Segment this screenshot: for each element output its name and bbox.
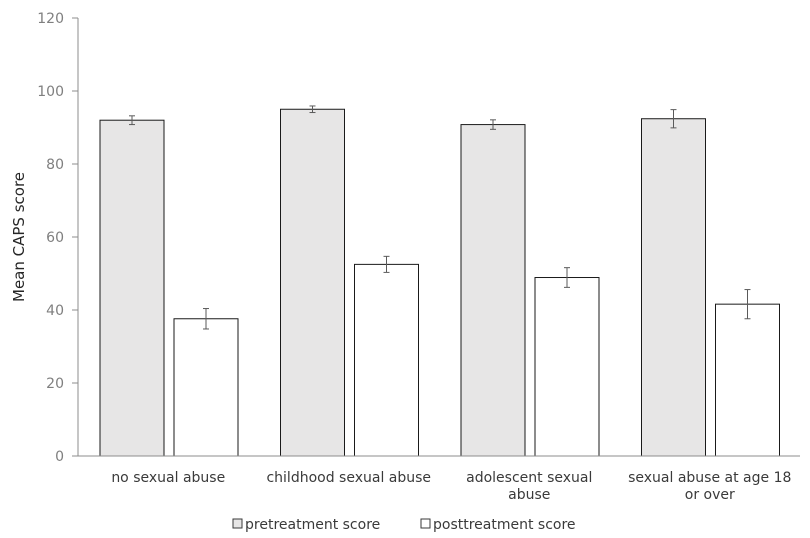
x-category-label: sexual abuse at age 18 or over xyxy=(628,470,791,503)
bar-posttreatment xyxy=(534,277,600,457)
x-category-label-line: adolescent sexual xyxy=(466,470,592,486)
legend-label-posttreatment: posttreatment score xyxy=(433,517,576,533)
bar-pretreatment xyxy=(99,119,165,457)
legend-swatch-posttreatment xyxy=(420,518,431,529)
bar-posttreatment xyxy=(715,303,780,457)
y-tick-label: 0 xyxy=(55,449,64,465)
y-tick-label: 20 xyxy=(46,376,64,392)
x-category-label-line: sexual abuse at age 18 xyxy=(628,470,791,486)
x-category-label-line: or over xyxy=(685,487,735,503)
legend-swatch-pretreatment xyxy=(232,518,243,529)
legend: pretreatment score posttreatment score xyxy=(232,517,576,533)
y-axis-label: Mean CAPS score xyxy=(10,172,28,302)
x-category-label: childhood sexual abuse xyxy=(266,470,431,486)
bar-posttreatment xyxy=(173,318,239,457)
x-category-label-line: childhood sexual abuse xyxy=(266,470,431,486)
y-tick-label: 80 xyxy=(46,157,64,173)
x-category-label-line: abuse xyxy=(508,487,550,503)
x-category-label: adolescent sexual abuse xyxy=(466,470,592,503)
y-tick-label: 120 xyxy=(37,11,64,27)
y-tick-label: 40 xyxy=(46,303,64,319)
x-category-label: no sexual abuse xyxy=(111,470,225,486)
y-axis-ticks: 0 20 40 60 80 100 120 xyxy=(37,11,78,465)
bar-pretreatment xyxy=(460,124,526,457)
bar-marks xyxy=(99,108,780,457)
legend-label-pretreatment: pretreatment score xyxy=(245,517,380,533)
bar-posttreatment xyxy=(354,263,419,457)
error-bars xyxy=(129,105,751,330)
bar-pretreatment xyxy=(280,108,345,457)
x-axis-category-labels: no sexual abuse childhood sexual abuse ado… xyxy=(111,470,791,503)
x-category-label-line: no sexual abuse xyxy=(111,470,225,486)
y-tick-label: 100 xyxy=(37,84,64,100)
y-tick-label: 60 xyxy=(46,230,64,246)
bar-pretreatment xyxy=(641,118,706,457)
